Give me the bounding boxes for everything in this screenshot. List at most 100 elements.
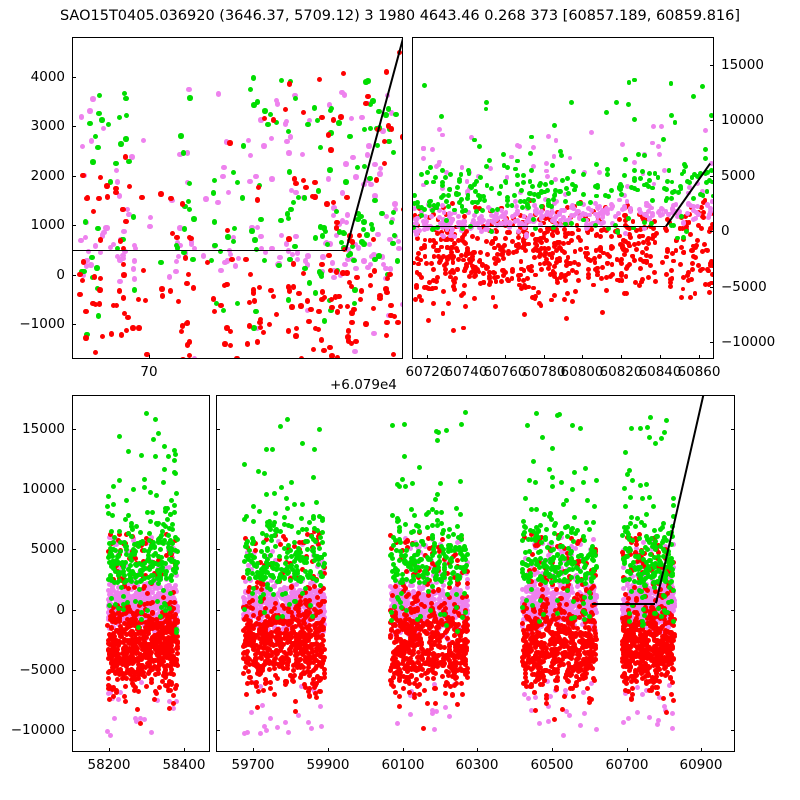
data-point — [319, 529, 325, 535]
data-point — [565, 205, 570, 211]
data-point — [277, 254, 283, 261]
data-point — [435, 254, 441, 260]
data-point — [447, 211, 452, 216]
data-point — [677, 225, 683, 231]
data-point — [637, 206, 643, 212]
data-point — [357, 296, 364, 303]
data-point — [127, 609, 133, 615]
data-point — [133, 245, 139, 251]
data-point — [686, 269, 692, 275]
data-point — [429, 213, 434, 219]
data-point — [217, 248, 224, 255]
data-point — [585, 225, 590, 231]
data-point — [179, 201, 185, 207]
data-point — [468, 135, 474, 141]
data-point — [552, 187, 558, 193]
data-point — [351, 306, 357, 313]
data-point — [328, 307, 334, 314]
data-point — [444, 199, 450, 205]
data-point — [639, 250, 645, 256]
data-point — [484, 266, 490, 271]
data-point — [478, 228, 484, 234]
data-point — [388, 312, 394, 318]
data-point — [154, 601, 160, 607]
data-point — [681, 235, 687, 240]
data-point — [331, 274, 337, 281]
data-point — [273, 311, 279, 317]
panel-top-right-plot-area — [413, 38, 713, 358]
data-point — [674, 213, 680, 219]
panel-top-right[interactable] — [412, 37, 714, 359]
data-point — [492, 270, 497, 276]
data-point — [489, 228, 495, 234]
data-point — [297, 613, 303, 619]
panel-top-left[interactable] — [72, 37, 403, 359]
data-point — [159, 560, 165, 566]
data-point — [123, 219, 129, 225]
data-point — [289, 524, 295, 530]
data-point — [280, 595, 286, 601]
data-point — [472, 137, 478, 143]
data-point — [462, 303, 468, 309]
data-point — [166, 706, 172, 712]
data-point — [598, 246, 604, 252]
data-point — [327, 344, 333, 351]
data-point — [144, 351, 150, 358]
data-point — [637, 283, 643, 289]
panel-bottom-left-segment[interactable] — [72, 395, 210, 752]
data-point — [580, 210, 586, 216]
data-point — [367, 101, 373, 107]
data-point — [160, 480, 166, 486]
data-point — [544, 209, 550, 215]
data-point — [499, 252, 505, 258]
panel-bottom-right-segment[interactable] — [216, 395, 735, 752]
data-point — [427, 198, 433, 204]
data-point — [124, 589, 130, 595]
data-point — [79, 143, 86, 150]
data-point — [623, 157, 629, 163]
data-point — [334, 355, 341, 358]
data-point — [106, 606, 112, 612]
data-point — [433, 247, 439, 253]
data-point — [241, 616, 247, 622]
data-point — [372, 256, 378, 263]
data-point — [646, 202, 652, 208]
data-point — [137, 721, 143, 727]
data-point — [282, 576, 288, 582]
data-point — [269, 446, 275, 452]
data-point — [251, 102, 257, 108]
data-point — [152, 416, 158, 422]
data-point — [278, 424, 284, 430]
data-point — [461, 239, 467, 245]
data-point — [521, 245, 527, 250]
data-point — [117, 238, 123, 244]
data-point — [429, 261, 435, 267]
data-point — [465, 210, 471, 216]
data-point — [459, 226, 465, 232]
data-point — [142, 716, 148, 722]
data-point — [671, 189, 677, 195]
data-point — [510, 250, 516, 255]
data-point — [270, 294, 277, 300]
data-point — [121, 601, 127, 607]
data-point — [156, 685, 162, 691]
data-point — [515, 241, 521, 247]
data-point — [348, 284, 355, 290]
data-point — [390, 241, 396, 247]
data-point — [477, 225, 482, 231]
data-point — [154, 596, 160, 602]
data-point — [553, 260, 559, 265]
data-point — [478, 220, 484, 226]
data-point — [568, 238, 574, 244]
data-point — [230, 234, 236, 241]
data-point — [425, 170, 431, 176]
data-point — [533, 208, 538, 214]
data-point — [560, 248, 566, 254]
data-point — [686, 220, 692, 226]
data-point — [656, 152, 662, 158]
data-point — [546, 201, 551, 207]
data-point — [135, 592, 141, 598]
data-point — [131, 546, 137, 552]
data-point — [351, 257, 357, 264]
data-point — [583, 212, 589, 218]
